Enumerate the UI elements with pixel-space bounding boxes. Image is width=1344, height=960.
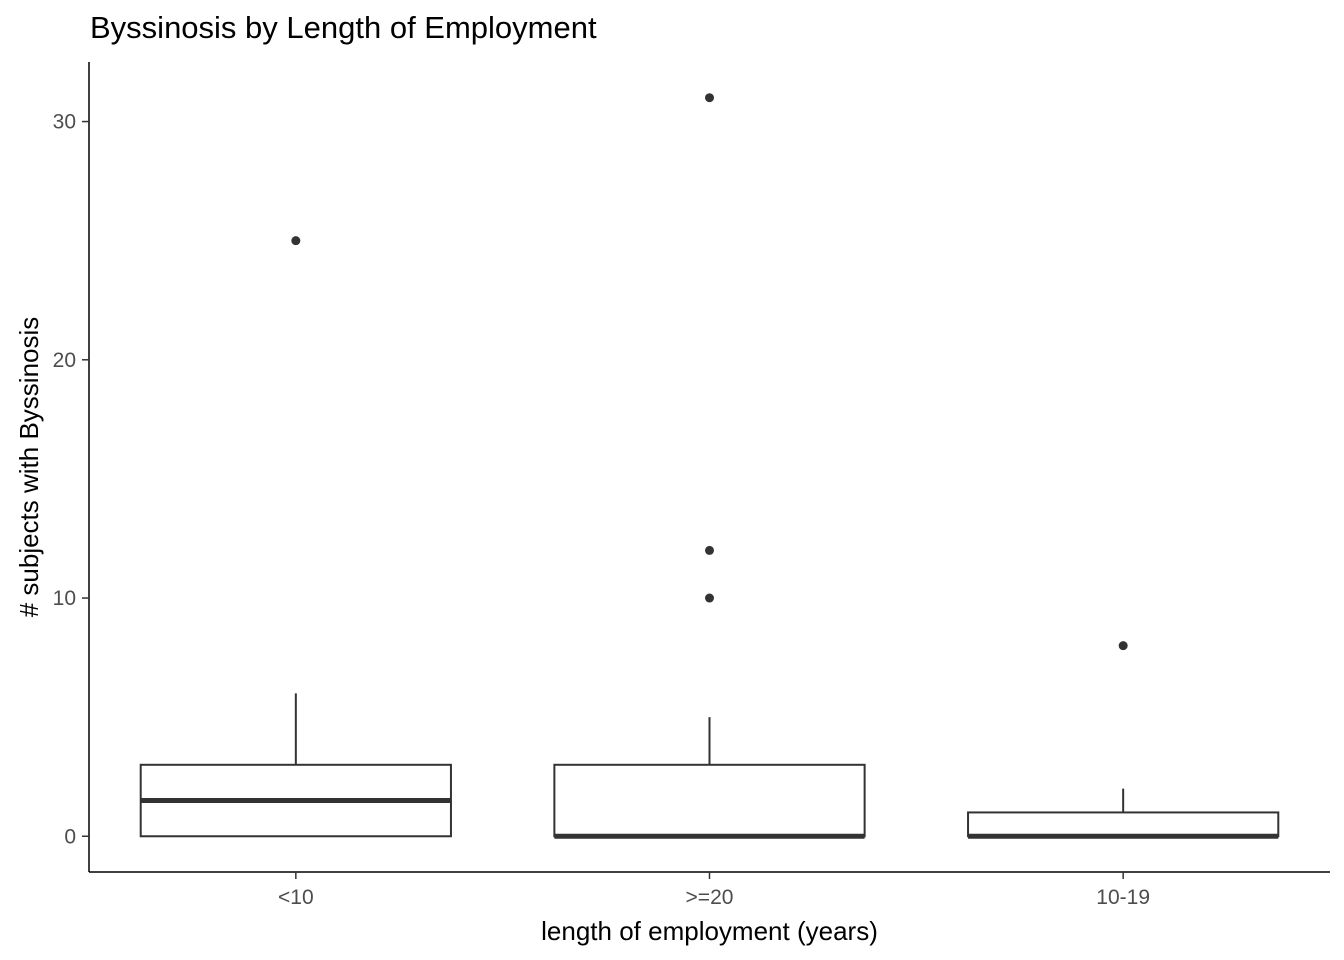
y-tick-label: 10 — [53, 587, 76, 610]
outlier-point — [705, 93, 714, 103]
x-tick-label: >=20 — [686, 886, 734, 909]
x-axis-title: length of employment (years) — [541, 916, 878, 946]
chart-title: Byssinosis by Length of Employment — [90, 10, 597, 45]
y-tick-label: 0 — [64, 825, 76, 848]
iqr-box — [967, 811, 1280, 838]
outlier-point — [1118, 641, 1128, 651]
box-group-1 — [553, 93, 866, 839]
outlier-point — [705, 593, 714, 603]
box-group-0 — [139, 236, 452, 838]
axes: 0 10 20 30 <10 >=20 10-19 — [53, 62, 1330, 909]
y-axis-title: # subjects with Byssinosis — [14, 317, 44, 618]
outlier-point — [705, 545, 714, 555]
outlier-point — [291, 236, 301, 246]
box-group-2 — [967, 641, 1280, 839]
x-tick-label: <10 — [278, 886, 314, 909]
x-tick-label: 10-19 — [1096, 886, 1150, 909]
iqr-box — [553, 763, 866, 838]
y-tick-label: 30 — [53, 111, 76, 134]
y-tick-label: 20 — [53, 349, 76, 372]
plot-area — [139, 93, 1280, 839]
